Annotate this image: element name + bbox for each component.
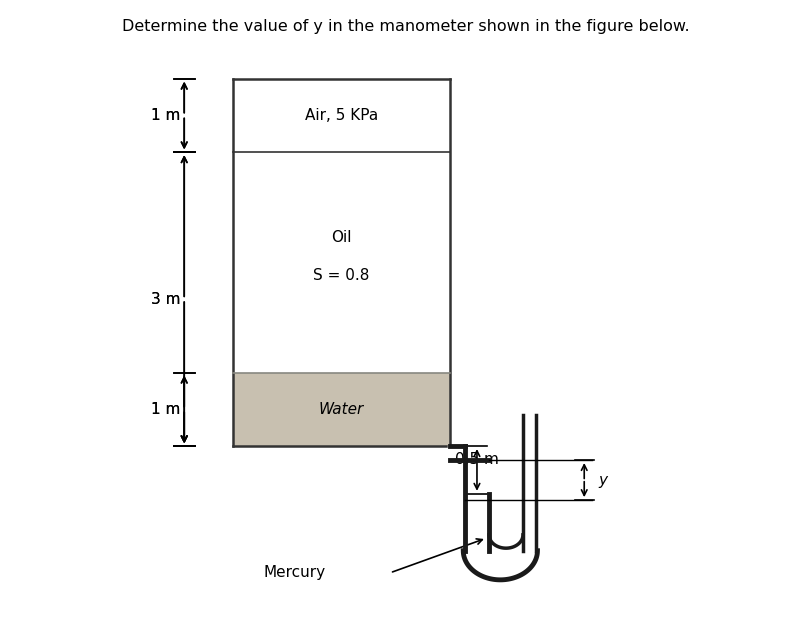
Text: Oil: Oil	[331, 229, 351, 245]
Text: y: y	[598, 473, 607, 488]
Text: Determine the value of y in the manometer shown in the figure below.: Determine the value of y in the manomete…	[122, 19, 689, 34]
Text: 1 m: 1 m	[151, 108, 180, 123]
Text: 0.5 m: 0.5 m	[454, 452, 498, 466]
Bar	[232, 373, 450, 446]
Text: 1 m: 1 m	[151, 402, 180, 417]
Bar	[232, 79, 450, 152]
Text: Air, 5 KPa: Air, 5 KPa	[304, 108, 378, 123]
Text: 1 m: 1 m	[151, 108, 180, 123]
Text: 3 m: 3 m	[151, 292, 180, 307]
Bar	[232, 152, 450, 373]
Text: Mercury: Mercury	[263, 566, 325, 580]
Text: 1 m: 1 m	[151, 402, 180, 417]
Text: Water: Water	[319, 402, 363, 417]
Text: S = 0.8: S = 0.8	[313, 268, 369, 282]
Text: 3 m: 3 m	[151, 292, 180, 307]
